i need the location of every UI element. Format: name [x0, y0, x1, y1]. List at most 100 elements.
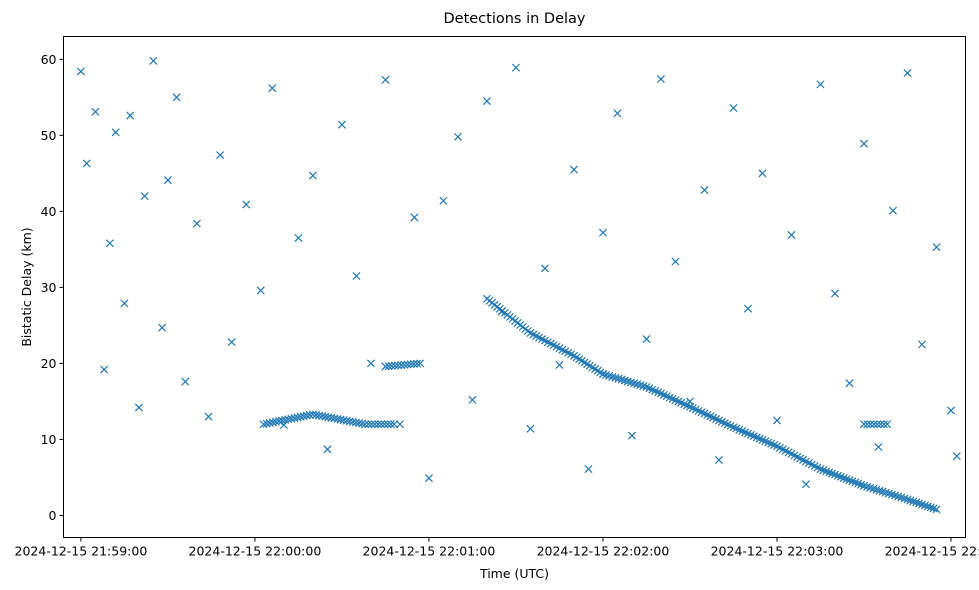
y-axis: 0 10 20 30 40 50 60 — [41, 52, 64, 523]
track-point — [342, 416, 351, 425]
data-point — [134, 403, 143, 412]
track-point — [296, 412, 305, 421]
data-point — [845, 379, 854, 388]
track-point — [915, 499, 924, 508]
data-point — [439, 196, 448, 205]
x-tick-label: 2024-12-15 21:59:00 — [15, 544, 148, 559]
y-tick-label: 30 — [41, 280, 57, 295]
plot-marks — [76, 56, 961, 514]
y-tick-label: 60 — [41, 52, 57, 67]
track-point — [883, 420, 892, 429]
track-point — [318, 412, 327, 421]
data-point — [642, 335, 651, 344]
data-point — [279, 420, 288, 430]
track-point — [409, 359, 418, 368]
track-point — [598, 370, 607, 379]
track-point — [879, 420, 888, 429]
track-point — [416, 359, 425, 368]
data-point — [584, 465, 593, 474]
data-point — [671, 257, 680, 266]
x-tick-label: 2024-12-15 22:02:00 — [537, 544, 670, 559]
data-point — [111, 128, 120, 137]
track-point — [324, 413, 333, 422]
track-point — [370, 420, 379, 429]
track-point — [278, 416, 287, 425]
track-point — [281, 415, 290, 424]
track-point — [863, 420, 872, 429]
track-point — [367, 420, 376, 429]
data-point — [105, 239, 114, 248]
track-point — [302, 411, 311, 420]
track-point — [920, 501, 929, 510]
track-point — [387, 361, 396, 370]
data-point — [801, 480, 811, 489]
chart-title: Detections in Delay — [443, 11, 585, 27]
data-point — [227, 338, 236, 347]
track-point — [373, 420, 383, 429]
data-point — [569, 165, 578, 174]
data-point — [256, 286, 265, 295]
track-point — [912, 498, 921, 507]
track-point — [869, 420, 878, 429]
data-point — [126, 111, 135, 120]
track-point — [929, 504, 938, 513]
track-point — [917, 500, 927, 509]
track-point — [364, 420, 373, 429]
data-point — [352, 271, 361, 281]
track-point — [859, 420, 869, 429]
track-point — [909, 497, 918, 506]
data-point — [468, 395, 477, 404]
data-point — [743, 304, 753, 313]
data-point — [120, 299, 129, 308]
data-point — [453, 132, 462, 141]
data-point — [526, 424, 535, 433]
data-point — [555, 360, 564, 369]
track-point — [275, 417, 284, 426]
data-point — [952, 452, 961, 461]
track-point — [339, 416, 348, 425]
y-axis-label: Bistatic Delay (km) — [19, 227, 34, 346]
track-point — [358, 419, 367, 428]
data-point — [758, 169, 767, 178]
data-point — [424, 474, 433, 483]
data-point — [859, 139, 869, 148]
data-point — [903, 68, 912, 78]
track-point — [413, 359, 422, 368]
data-point — [308, 171, 317, 180]
y-tick-label: 40 — [41, 204, 57, 219]
track-point — [866, 420, 875, 429]
data-point — [511, 63, 520, 72]
track-point — [394, 361, 403, 370]
track-point — [308, 410, 317, 419]
y-tick-label: 10 — [41, 432, 57, 447]
data-point — [91, 107, 100, 116]
data-point — [204, 412, 213, 421]
data-point — [830, 289, 840, 298]
track-point — [383, 420, 392, 429]
data-point — [100, 365, 109, 374]
track-point — [265, 418, 274, 428]
y-tick-label: 0 — [49, 508, 57, 523]
data-point — [395, 420, 404, 429]
track-point — [386, 420, 395, 429]
track-point — [336, 415, 345, 424]
track-point — [345, 417, 354, 426]
track-point — [406, 360, 415, 369]
track-point — [876, 420, 885, 429]
track-point — [293, 413, 302, 422]
data-point — [181, 377, 190, 386]
data-point — [932, 243, 941, 252]
data-point — [772, 416, 782, 425]
track-point — [354, 419, 364, 428]
data-point — [294, 233, 303, 242]
data-point — [242, 200, 251, 209]
track-point — [903, 495, 912, 504]
track-point — [330, 414, 339, 423]
x-tick-label: 2024-12-15 22:00:00 — [189, 544, 322, 559]
data-point — [787, 230, 796, 239]
data-point — [366, 359, 375, 368]
data-point — [323, 445, 332, 454]
data-point — [917, 340, 927, 349]
